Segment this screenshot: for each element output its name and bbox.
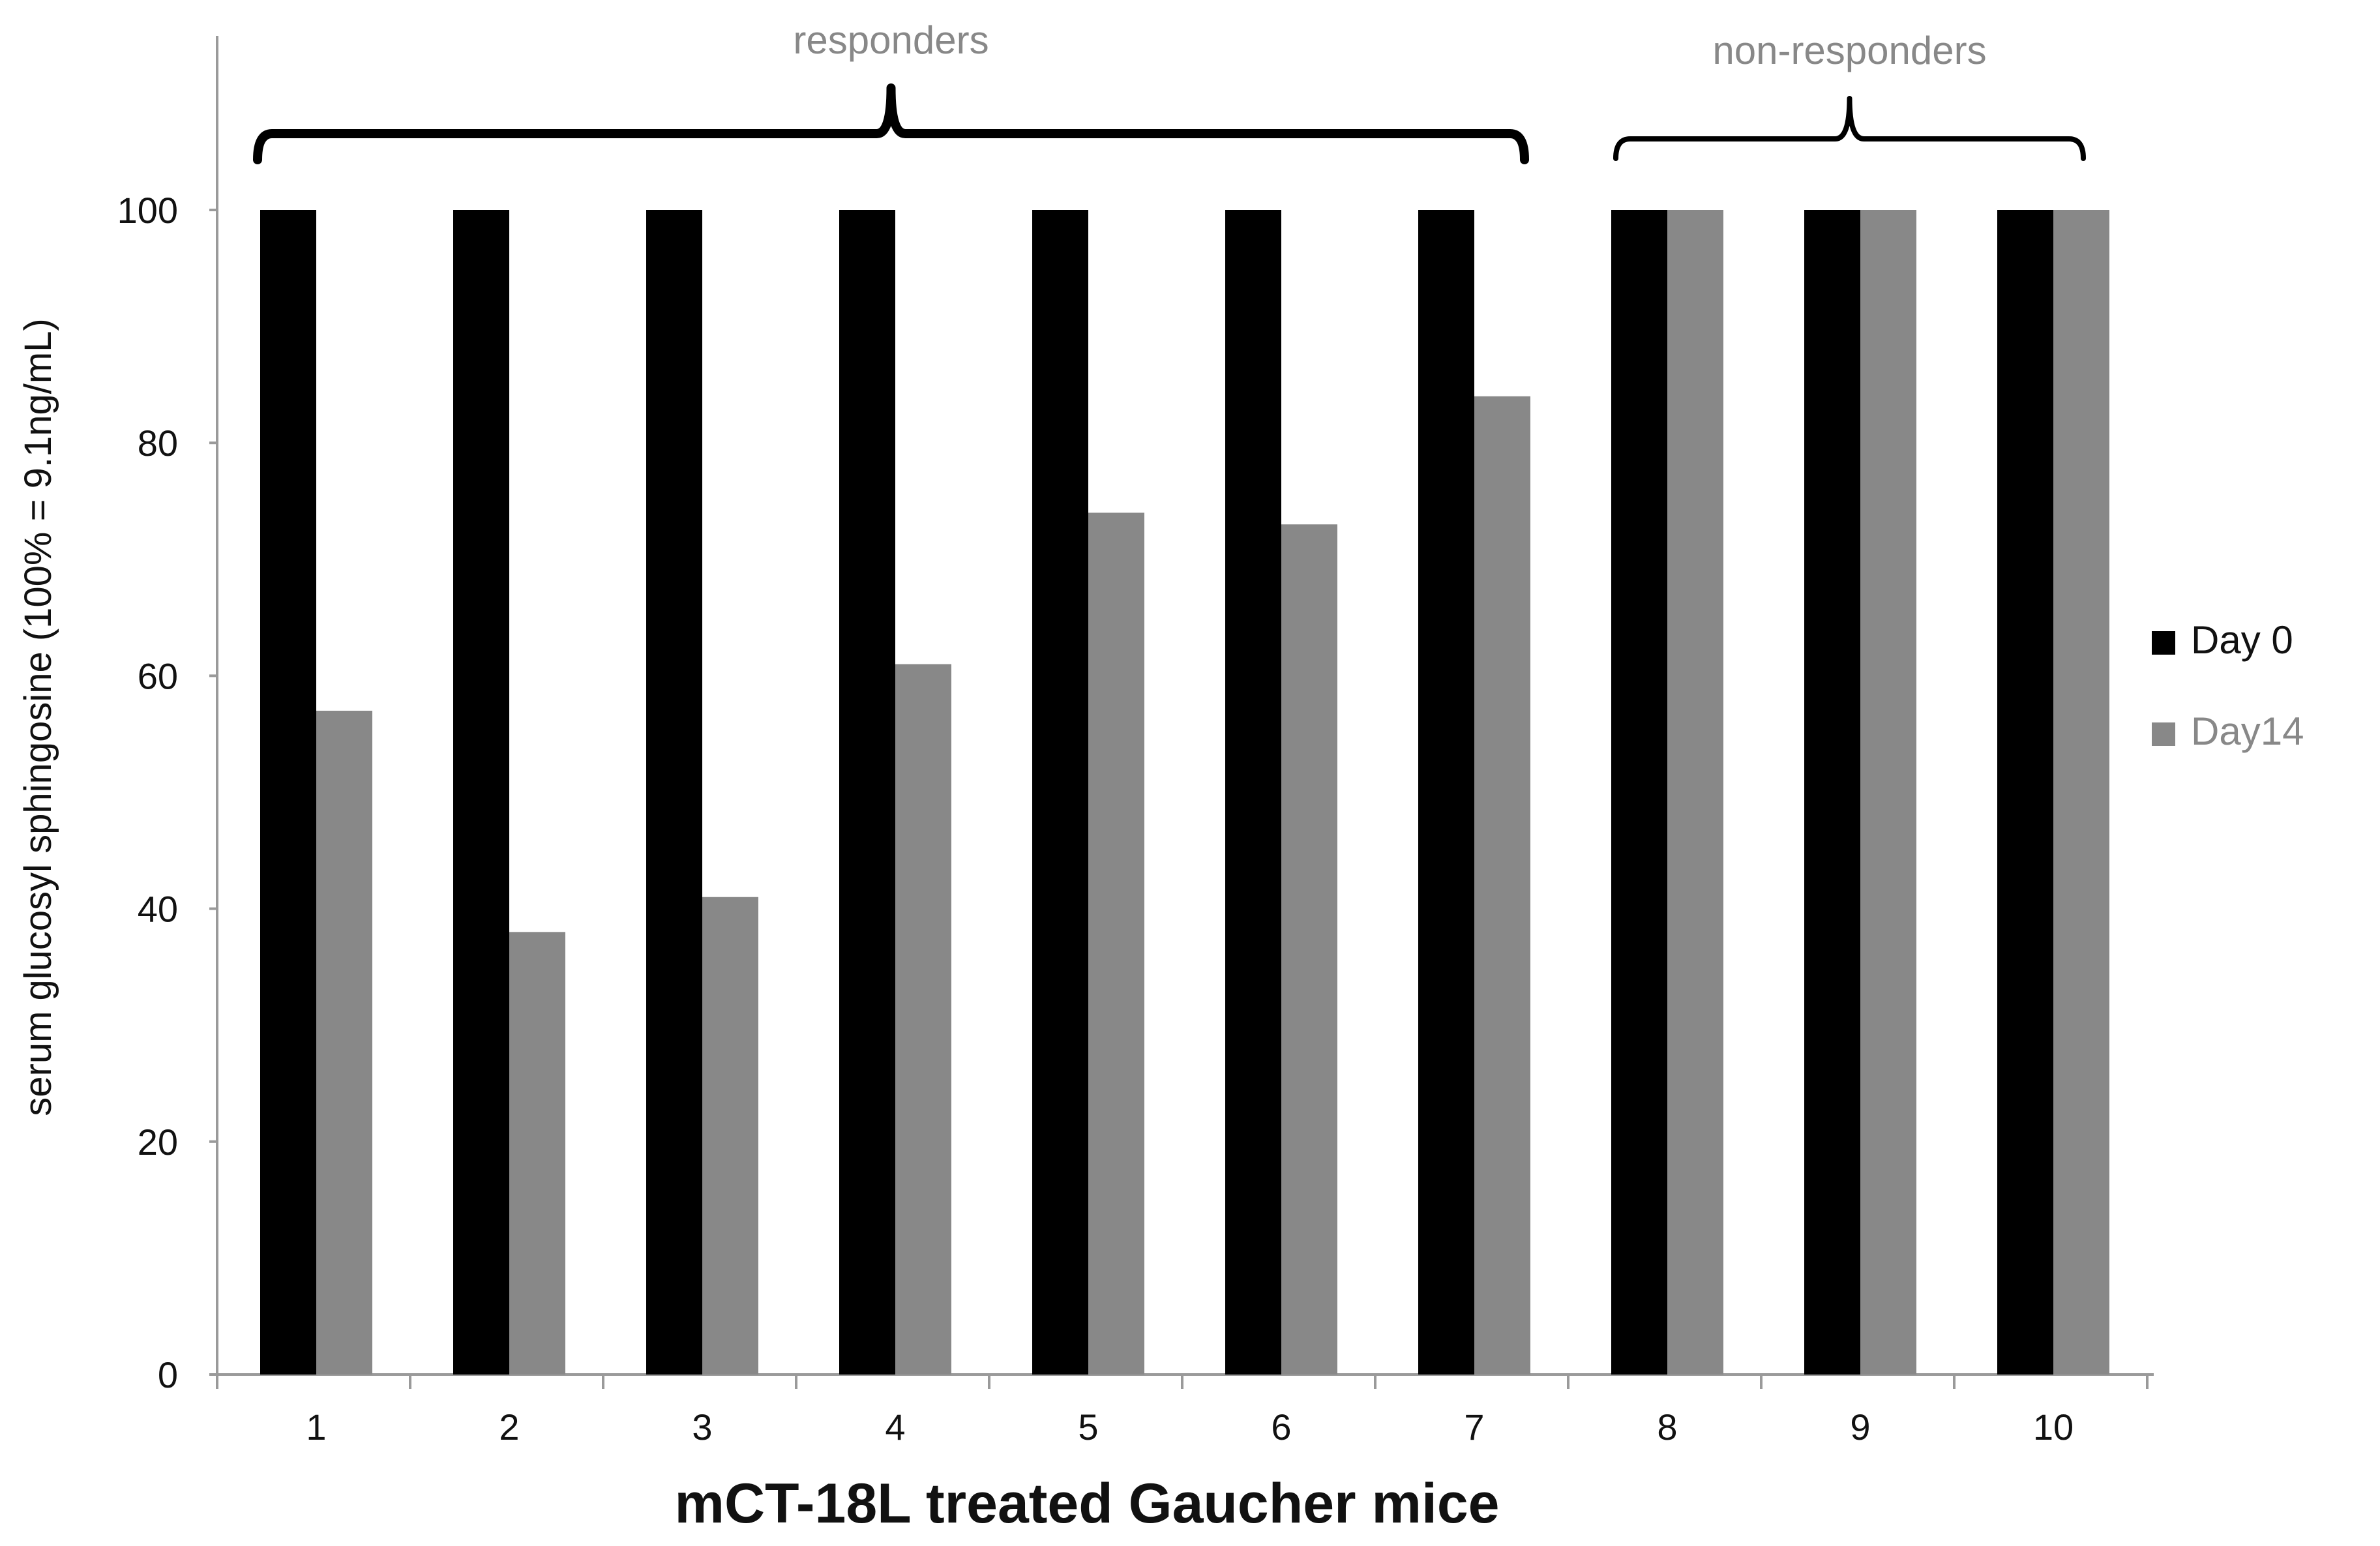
x-tick-label: 6 — [1271, 1406, 1291, 1448]
group-label: responders — [793, 18, 989, 62]
bar-day0-8 — [1611, 210, 1667, 1375]
bar-day14-10 — [2053, 210, 2109, 1375]
bar-day14-6 — [1281, 524, 1337, 1375]
bar-day14-8 — [1667, 210, 1723, 1375]
group-brace — [1613, 96, 2086, 161]
bar-day0-9 — [1804, 210, 1860, 1375]
bar-day0-7 — [1418, 210, 1474, 1375]
bar-day14-4 — [895, 664, 951, 1375]
y-tick-label: 40 — [138, 889, 178, 930]
group-brace — [253, 83, 1529, 164]
bar-day0-3 — [646, 210, 702, 1375]
bar-day14-1 — [316, 710, 372, 1375]
bars — [260, 210, 2109, 1375]
y-tick-label: 80 — [138, 423, 178, 464]
y-tick-label: 100 — [117, 190, 178, 231]
bar-day0-6 — [1225, 210, 1281, 1375]
bar-day0-10 — [1997, 210, 2053, 1375]
legend: Day 0 Day14 — [2152, 618, 2304, 753]
y-tick-label: 60 — [138, 655, 178, 696]
legend-label: Day14 — [2191, 709, 2304, 753]
x-tick-label: 9 — [1850, 1406, 1870, 1448]
x-tick-label: 3 — [692, 1406, 712, 1448]
x-tick-label: 7 — [1464, 1406, 1484, 1448]
bar-day0-5 — [1032, 210, 1088, 1375]
x-axis-title: mCT-18L treated Gaucher mice — [674, 1472, 1499, 1535]
x-tick-label: 1 — [306, 1406, 326, 1448]
bar-day14-9 — [1860, 210, 1916, 1375]
x-tick-label: 10 — [2033, 1406, 2074, 1448]
bar-day14-2 — [509, 932, 565, 1375]
y-tick-label: 20 — [138, 1122, 178, 1163]
legend-label: Day 0 — [2191, 618, 2293, 662]
bar-day14-5 — [1088, 513, 1144, 1375]
group-label: non-responders — [1712, 29, 1986, 72]
legend-swatch — [2152, 631, 2175, 655]
y-axis-title: serum glucosyl sphingosine (100% = 9.1ng… — [17, 318, 59, 1116]
bar-day0-1 — [260, 210, 316, 1375]
legend-swatch — [2152, 722, 2175, 746]
x-tick-label: 8 — [1657, 1406, 1677, 1448]
bar-day0-4 — [839, 210, 895, 1375]
bar-day14-7 — [1474, 396, 1530, 1375]
x-tick-label: 4 — [885, 1406, 905, 1448]
bar-day0-2 — [453, 210, 509, 1375]
bar-day14-3 — [702, 897, 758, 1375]
group-annotations: responders non-responders — [253, 18, 2086, 164]
y-tick-label: 0 — [158, 1354, 178, 1395]
x-tick-label: 5 — [1078, 1406, 1098, 1448]
x-tick-label: 2 — [499, 1406, 519, 1448]
